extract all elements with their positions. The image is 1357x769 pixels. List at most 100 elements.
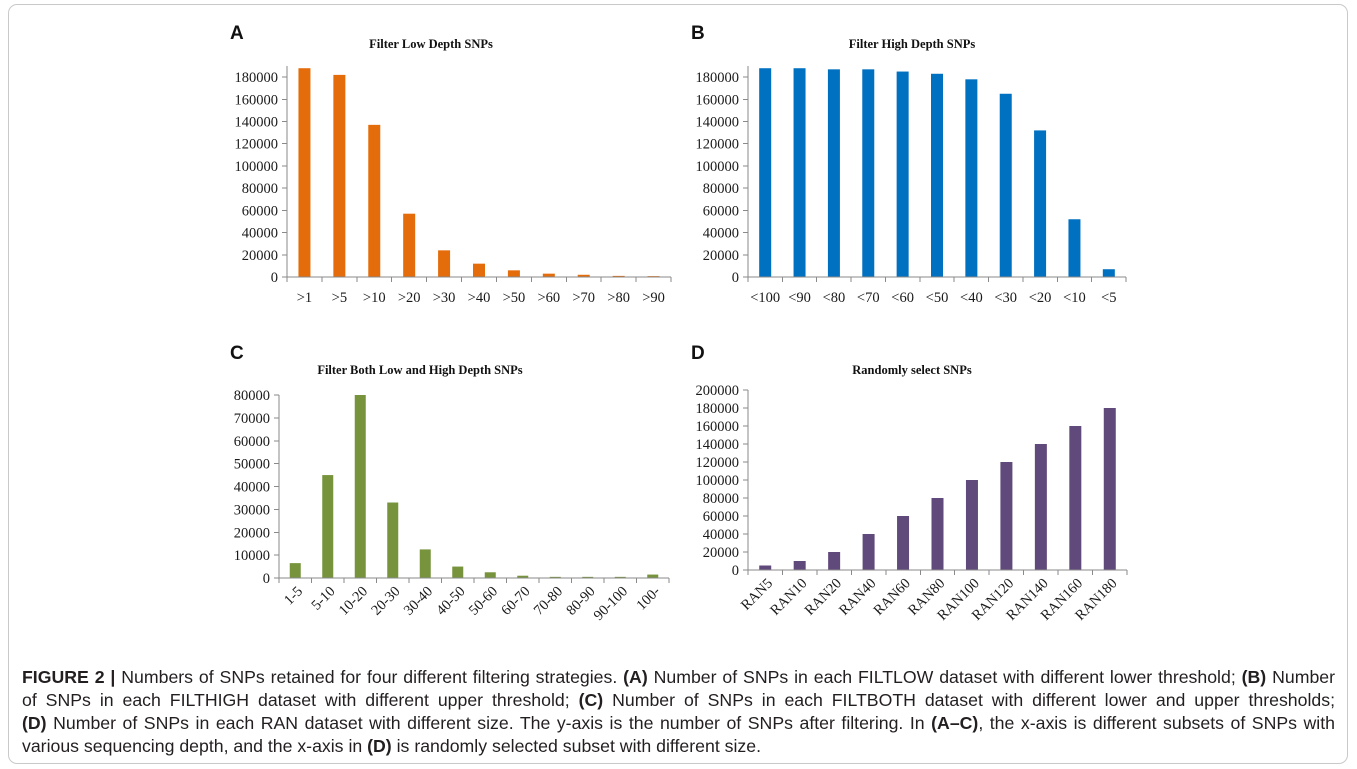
panel-b: B Filter High Depth SNPs 0 20000 40000 60000 8…: [691, 23, 1127, 306]
x-tick-label-b: <50: [926, 290, 949, 306]
caption-panel-ref: (A–C): [931, 713, 979, 733]
x-tick-label-a: >10: [363, 290, 386, 306]
y-tick-label-a: 20000: [242, 248, 278, 264]
bar-b-4: [896, 71, 909, 277]
x-tick-label-c: 50-60: [466, 584, 501, 619]
y-tick-label-c: 0: [263, 571, 270, 587]
bar-b-0: [759, 68, 772, 277]
x-tick-label-c: 5-10: [308, 584, 338, 614]
y-tick-label-c: 30000: [234, 502, 270, 518]
bar-c-6: [484, 572, 496, 578]
bar-d-6: [965, 480, 978, 570]
x-tick-label-a: >90: [642, 290, 665, 306]
figure-charts: A Filter Low Depth SNPs 0 20000 40000 60000 80…: [230, 23, 1128, 624]
bar-a-2: [368, 124, 381, 277]
bar-a-0: [298, 68, 311, 277]
bar-a-5: [473, 263, 485, 277]
y-tick-label-a: 160000: [235, 92, 279, 108]
y-tick-label-c: 70000: [234, 411, 270, 427]
panel-c: C Filter Both Low and High Depth SNPs 0 100…: [230, 343, 670, 624]
x-tick-label-b: <30: [994, 290, 1017, 306]
bar-b-3: [862, 69, 875, 278]
y-tick-label-d: 80000: [703, 491, 739, 507]
x-tick-label-c: 70-80: [531, 584, 566, 619]
x-tick-label-d: RAN40: [836, 576, 879, 619]
bar-a-8: [577, 274, 590, 277]
y-tick-label-a: 100000: [235, 159, 279, 175]
y-tick-label-a: 180000: [235, 70, 279, 86]
x-tick-label-d: RAN60: [871, 576, 914, 619]
bar-c-11: [647, 574, 659, 578]
x-tick-label-c: 60-70: [498, 584, 533, 619]
caption-text: of SNPs in each FILTHIGH dataset with di…: [22, 690, 570, 710]
bar-b-9: [1068, 219, 1081, 277]
y-tick-label-b: 20000: [703, 248, 739, 264]
bar-c-3: [387, 502, 399, 578]
figure-caption: FIGURE 2 | Numbers of SNPs retained for …: [22, 666, 1335, 758]
figure-frame: [8, 4, 1348, 764]
x-tick-label-c: 100-: [633, 583, 663, 613]
bar-c-2: [354, 395, 366, 578]
y-tick-label-d: 0: [732, 563, 739, 579]
panel-label-d: D: [691, 343, 705, 364]
x-tick-label-a: >40: [468, 290, 491, 306]
bar-d-1: [793, 561, 806, 570]
bar-a-4: [438, 250, 451, 277]
x-tick-label-b: <40: [960, 290, 983, 306]
bar-d-3: [862, 534, 875, 570]
y-tick-label-b: 160000: [696, 92, 740, 108]
caption-figure-label: FIGURE 2 |: [22, 667, 116, 687]
caption-text: Number of SNPs in each FILTLOW dataset w…: [653, 667, 1236, 687]
bar-d-0: [759, 565, 772, 570]
caption-line-3: (D) Number of SNPs in each RAN dataset w…: [22, 712, 1335, 735]
y-tick-label-c: 80000: [234, 388, 270, 404]
panel-label-b: B: [691, 23, 705, 44]
bar-b-10: [1102, 269, 1115, 277]
bar-c-5: [452, 566, 464, 578]
x-tick-label-a: >70: [572, 290, 595, 306]
bar-b-5: [931, 73, 943, 277]
x-tick-label-d: RAN10: [767, 576, 810, 619]
bar-a-1: [333, 74, 346, 277]
caption-text: , the x-axis is different subsets of SNP…: [978, 713, 1335, 733]
y-tick-label-d: 180000: [696, 401, 740, 417]
caption-text: is randomly selected subset with differe…: [396, 736, 762, 756]
bar-d-10: [1103, 408, 1116, 570]
x-tick-label-d: RAN20: [802, 576, 845, 619]
x-tick-label-c: 20-30: [368, 584, 403, 619]
caption-panel-ref: (D): [367, 736, 392, 756]
y-tick-label-d: 20000: [703, 545, 739, 561]
x-tick-label-c: 90-100: [591, 584, 631, 624]
panel-d: D Randomly select SNPs 0 20000 40000 60000 800…: [691, 343, 1128, 624]
x-tick-label-b: <5: [1101, 290, 1116, 306]
panel-label-c: C: [230, 343, 244, 364]
y-tick-label-b: 120000: [696, 137, 740, 153]
caption-panel-ref: (B): [1241, 667, 1267, 687]
caption-text: Number of SNPs in each RAN dataset with …: [53, 713, 925, 733]
y-tick-label-d: 40000: [703, 527, 739, 543]
y-tick-label-a: 80000: [242, 181, 278, 197]
y-tick-label-d: 160000: [696, 419, 740, 435]
y-tick-label-b: 0: [732, 270, 739, 286]
bar-d-8: [1034, 444, 1047, 570]
chart-title-c: Filter Both Low and High Depth SNPs: [317, 363, 522, 377]
x-tick-label-a: >60: [537, 290, 560, 306]
y-tick-label-d: 200000: [696, 383, 740, 399]
bar-a-7: [542, 273, 555, 277]
caption-text: Number of SNPs in each FILTBOTH dataset …: [612, 690, 1335, 710]
panel-label-a: A: [230, 23, 244, 44]
caption-line-4: various sequencing depth, and the x-axis…: [22, 735, 1335, 758]
x-tick-label-a: >30: [433, 290, 456, 306]
bar-c-7: [517, 575, 529, 578]
y-tick-label-c: 20000: [234, 525, 270, 541]
y-tick-label-a: 120000: [235, 137, 279, 153]
y-tick-label-a: 40000: [242, 226, 278, 242]
chart-title-d: Randomly select SNPs: [852, 363, 972, 377]
bar-a-9: [612, 275, 625, 277]
bar-d-9: [1069, 426, 1082, 570]
chart-title-a: Filter Low Depth SNPs: [369, 37, 493, 51]
caption-line-1: FIGURE 2 | Numbers of SNPs retained for …: [22, 666, 1335, 689]
y-tick-label-d: 120000: [696, 455, 740, 471]
x-tick-label-c: 40-50: [433, 584, 468, 619]
bar-a-6: [507, 270, 520, 277]
